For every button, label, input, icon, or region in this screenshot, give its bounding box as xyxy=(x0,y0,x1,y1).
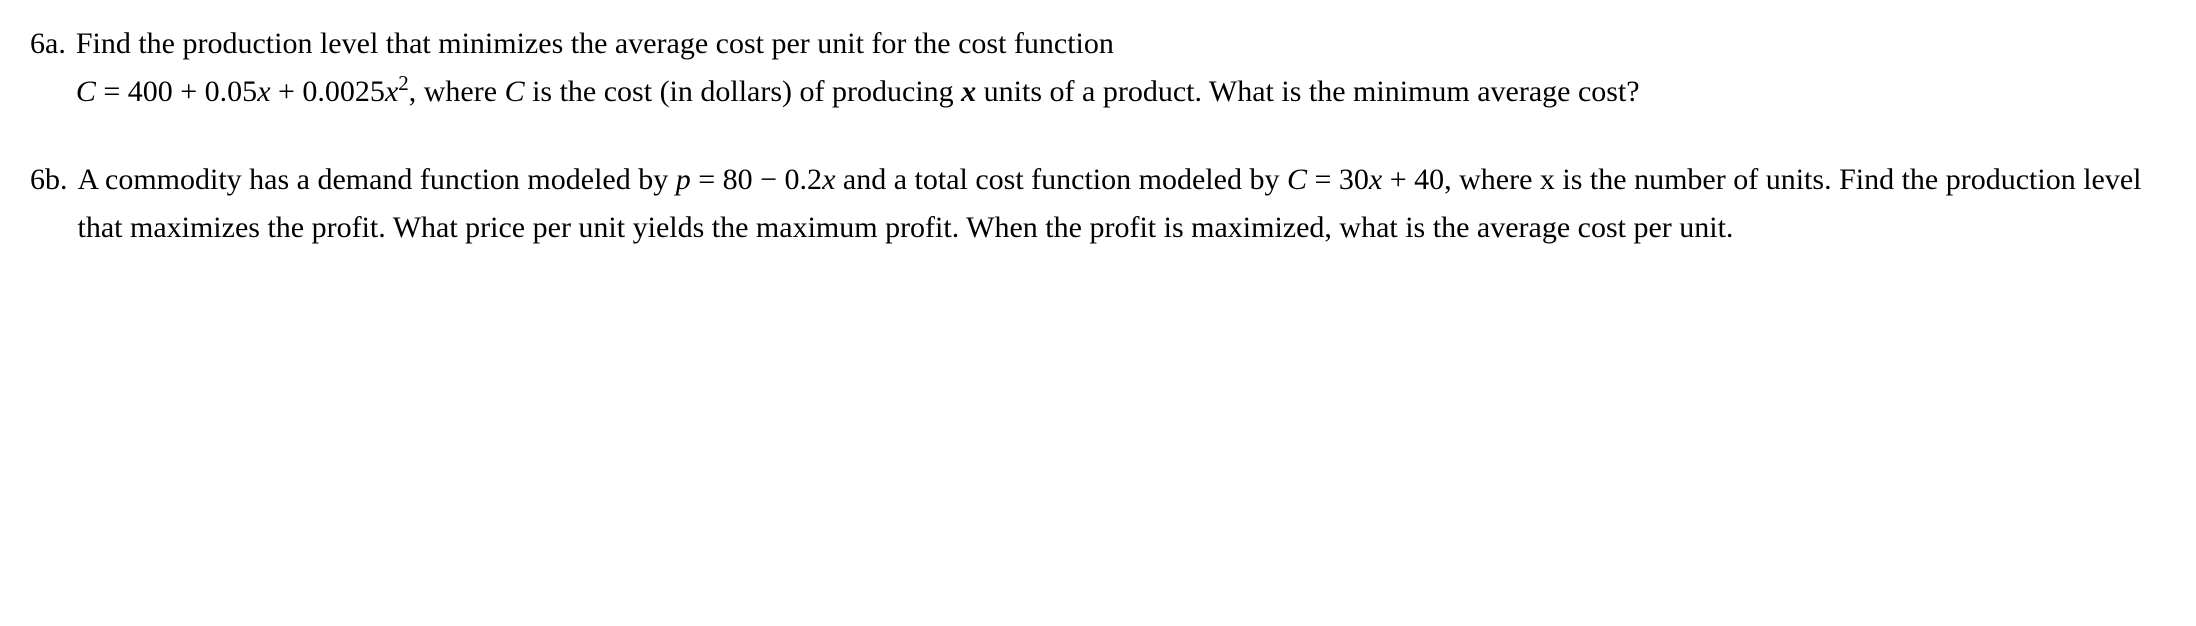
text-intro: Find the production level that minimizes… xyxy=(76,27,1114,60)
equation-cost: C = 400 + 0.05x + 0.0025x2 xyxy=(76,75,409,108)
problem-6a: 6a. Find the production level that minim… xyxy=(30,20,2166,116)
text-seg: is the cost (in dollars) of producing xyxy=(525,75,962,108)
equation-demand: p = 80 − 0.2x xyxy=(676,163,836,196)
equation-totalcost: C = 30x + 40 xyxy=(1287,163,1444,196)
text-seg: A commodity has a demand function modele… xyxy=(78,163,676,196)
problem-body: A commodity has a demand function modele… xyxy=(78,156,2167,252)
text-seg: units of a product. What is the minimum … xyxy=(976,75,1639,108)
var-x: x xyxy=(961,75,976,108)
problem-6b: 6b. A commodity has a demand function mo… xyxy=(30,156,2166,252)
text-seg: , where xyxy=(409,75,505,108)
text-seg: and a total cost function modeled by xyxy=(835,163,1287,196)
problem-label: 6b. xyxy=(30,156,78,252)
problem-label: 6a. xyxy=(30,20,76,116)
problem-body: Find the production level that minimizes… xyxy=(76,20,2166,116)
var-C: C xyxy=(505,75,525,108)
